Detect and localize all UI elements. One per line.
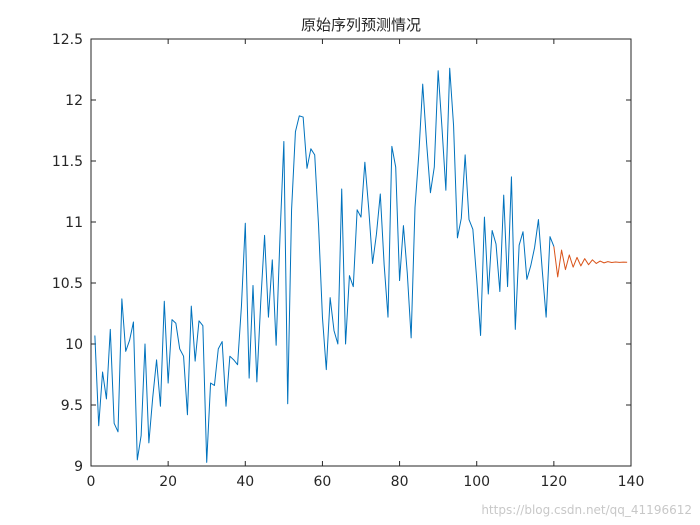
x-tick-label: 20 bbox=[159, 474, 177, 490]
y-tick-label: 11.5 bbox=[52, 154, 83, 170]
y-axis: 9 9.5 10 10.5 11 11.5 12 12.5 bbox=[52, 32, 631, 475]
x-tick-label: 140 bbox=[618, 474, 645, 490]
x-tick-label: 120 bbox=[540, 474, 567, 490]
watermark: https://blog.csdn.net/qq_41196612 bbox=[481, 503, 692, 517]
x-axis: 0 20 40 60 80 100 120 140 bbox=[87, 39, 645, 490]
y-tick-label: 12.5 bbox=[52, 32, 83, 48]
y-tick-label: 9 bbox=[74, 459, 83, 475]
plot-frame bbox=[90, 38, 632, 467]
original-series-line bbox=[94, 67, 555, 463]
y-tick-label: 10 bbox=[65, 337, 83, 353]
forecast-series-line bbox=[553, 246, 628, 278]
x-tick-label: 40 bbox=[236, 474, 254, 490]
y-tick-label: 11 bbox=[65, 215, 83, 231]
chart-title: 原始序列预测情况 bbox=[301, 16, 421, 34]
x-tick-label: 100 bbox=[463, 474, 490, 490]
x-tick-label: 0 bbox=[87, 474, 96, 490]
x-tick-label: 60 bbox=[314, 474, 332, 490]
y-tick-label: 9.5 bbox=[61, 398, 83, 414]
y-tick-label: 12 bbox=[65, 93, 83, 109]
y-tick-label: 10.5 bbox=[52, 276, 83, 292]
series-layer bbox=[94, 67, 628, 463]
x-tick-label: 80 bbox=[391, 474, 409, 490]
